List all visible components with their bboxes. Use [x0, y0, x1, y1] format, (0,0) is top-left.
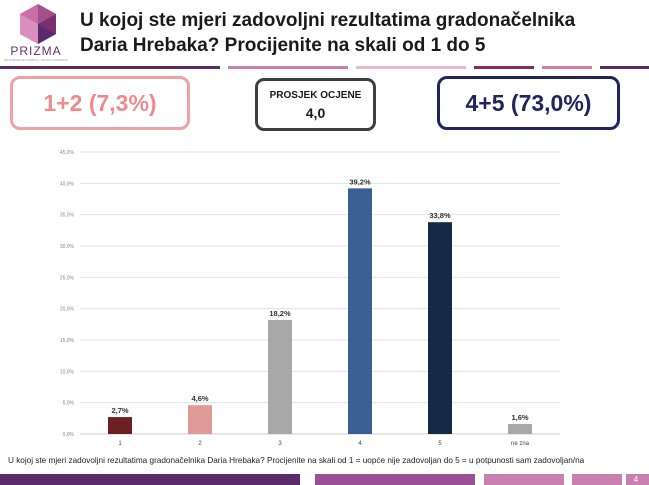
- bar-value-label: 1,6%: [511, 413, 528, 422]
- x-tick-label: 3: [278, 441, 282, 447]
- bar-value-label: 2,7%: [111, 406, 128, 415]
- x-tick-label: 2: [198, 441, 202, 447]
- title-line-1: U kojoj ste mjeri zadovoljni rezultatima…: [80, 10, 576, 31]
- average-label: PROSJEK OCJENE: [269, 90, 362, 101]
- y-tick-label: 10,0%: [60, 369, 75, 375]
- prizma-logo-icon: [20, 4, 56, 44]
- y-tick-label: 35,0%: [60, 213, 75, 219]
- low-score-summary: 1+2 (7,3%): [10, 76, 190, 130]
- bar: [348, 188, 372, 434]
- x-tick-label: 4: [358, 441, 362, 447]
- bar-value-label: 4,6%: [191, 394, 208, 403]
- bar-chart: 0,0% 5,0% 10,0% 15,0% 20,0% 25,0% 30,0% 35,0% 40…: [60, 150, 560, 447]
- y-tick-label: 5,0%: [63, 401, 75, 407]
- bar-value-label: 39,2%: [349, 177, 371, 186]
- y-tick-label: 40,0%: [60, 181, 75, 187]
- bar: [508, 423, 532, 434]
- y-tick-label: 0,0%: [63, 432, 75, 438]
- title-line-2: Daria Hrebaka? Procijenite na skali od 1…: [80, 35, 486, 56]
- high-score-summary: 4+5 (73,0%): [437, 76, 620, 130]
- x-tick-label: 1: [118, 441, 122, 447]
- bar: [108, 417, 132, 434]
- header-divider: [0, 66, 649, 69]
- average-value: 4,0: [305, 105, 326, 121]
- y-tick-label: 45,0%: [60, 150, 75, 156]
- y-tick-label: 30,0%: [60, 244, 75, 250]
- x-tick-label: 5: [438, 441, 442, 447]
- page-title: U kojoj ste mjeri zadovoljni rezultatima…: [80, 8, 640, 58]
- footer-bar: [0, 474, 649, 485]
- average-score-box: PROSJEK OCJENE 4,0: [255, 78, 376, 131]
- page-number: 4: [633, 475, 639, 484]
- y-tick-label: 15,0%: [60, 338, 75, 344]
- x-tick-label: ne zna: [511, 441, 530, 447]
- question-footnote: U kojoj ste mjeri zadovoljni rezultatima…: [8, 456, 585, 465]
- bar: [188, 405, 212, 434]
- bar-value-label: 33,8%: [429, 211, 451, 220]
- logo-wordmark: PRIZMA: [10, 44, 62, 58]
- y-tick-label: 25,0%: [60, 275, 75, 281]
- bar: [428, 222, 452, 434]
- logo-tagline: ISTRAŽIVANJE TRŽIŠTA I JAVNOG MNIJENJA: [4, 58, 68, 62]
- bar-value-label: 18,2%: [269, 309, 291, 318]
- y-tick-label: 20,0%: [60, 307, 75, 313]
- bar: [268, 319, 292, 434]
